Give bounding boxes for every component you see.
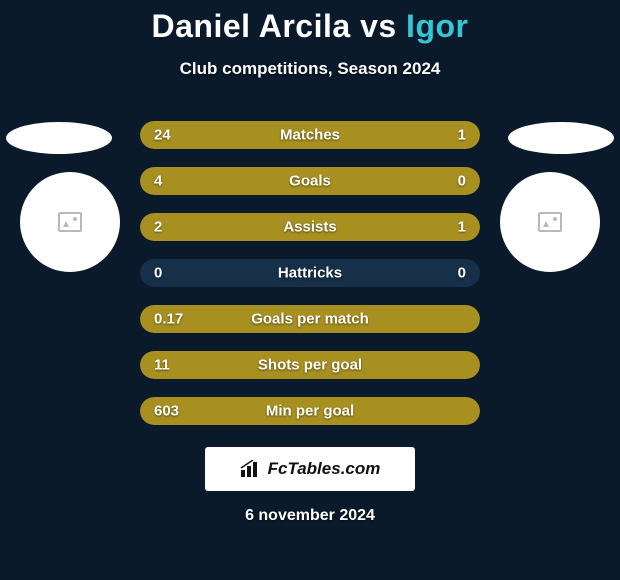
player2-name: Igor [406,8,468,44]
vs-text: vs [360,8,397,44]
stat-label: Hattricks [278,265,342,282]
stat-row: 4 Goals 0 [140,167,480,195]
stat-label: Assists [283,219,336,236]
stat-label: Min per goal [266,403,354,420]
stat-value-right: 1 [458,127,466,144]
stats-bars: 24 Matches 1 4 Goals 0 2 Assists 1 0 Hattricks 0 0.1… [0,121,620,425]
bars-chart-icon [240,460,262,478]
stat-row: 11 Shots per goal [140,351,480,379]
image-placeholder-icon [58,212,82,232]
root: Daniel Arcila vs Igor Club competitions,… [0,0,620,580]
bar-fill-left [140,121,405,149]
avatar-right [500,172,600,272]
stat-value-left: 603 [154,403,179,420]
stat-label: Matches [280,127,340,144]
stat-row: 603 Min per goal [140,397,480,425]
stat-value-left: 11 [154,357,170,374]
stat-value-left: 24 [154,127,171,144]
stat-value-left: 0.17 [154,311,183,328]
page-title: Daniel Arcila vs Igor [152,8,469,45]
stat-value-left: 4 [154,173,162,190]
date-text: 6 november 2024 [245,507,375,525]
stat-row: 2 Assists 1 [140,213,480,241]
avatar-flag-right [508,122,614,154]
footer-logo-text: FcTables.com [268,459,381,479]
footer-logo: FcTables.com [205,447,415,491]
bar-fill-right [405,121,480,149]
player1-name: Daniel Arcila [152,8,351,44]
stat-label: Goals [289,173,331,190]
stat-value-left: 0 [154,265,162,282]
stat-row: 0.17 Goals per match [140,305,480,333]
image-placeholder-icon [538,212,562,232]
stat-label: Goals per match [251,311,369,328]
stat-label: Shots per goal [258,357,362,374]
avatar-flag-left [6,122,112,154]
stat-row: 24 Matches 1 [140,121,480,149]
stat-value-left: 2 [154,219,162,236]
stat-value-right: 0 [458,173,466,190]
stat-value-right: 1 [458,219,466,236]
subtitle: Club competitions, Season 2024 [180,59,441,79]
stat-row: 0 Hattricks 0 [140,259,480,287]
avatar-left [20,172,120,272]
stat-value-right: 0 [458,265,466,282]
